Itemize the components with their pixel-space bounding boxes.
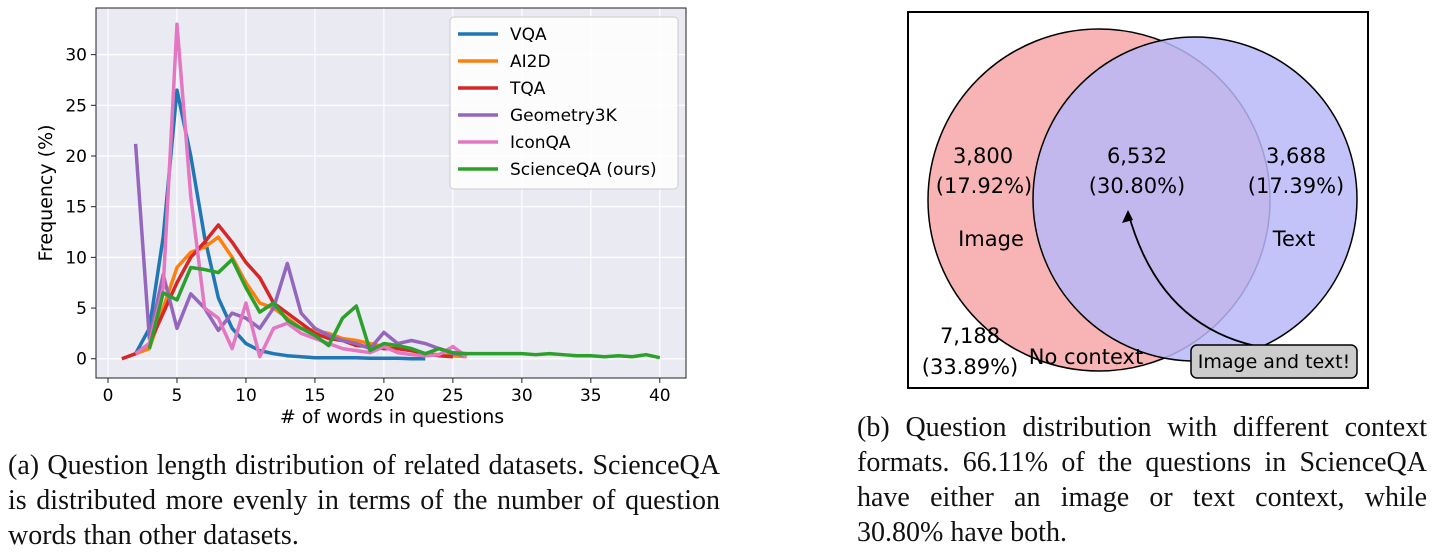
y-tick-label: 5 — [76, 299, 87, 319]
x-tick-label: 5 — [172, 386, 183, 406]
line-chart: # of words in questions Frequency (%) VQ… — [35, 7, 687, 428]
y-tick-label: 25 — [65, 96, 87, 116]
y-axis-label: Frequency (%) — [35, 124, 57, 261]
text-label: Text — [1272, 227, 1315, 251]
text-count: 3,688 — [1266, 144, 1326, 168]
caption-a: (a) Question length distribution of rela… — [8, 450, 720, 551]
legend-label: AI2D — [510, 52, 551, 72]
image-count: 3,800 — [953, 144, 1013, 168]
legend-box — [449, 16, 679, 190]
callout-arrow — [1127, 211, 1267, 349]
x-tick-label: 40 — [649, 386, 671, 406]
outside-label: No context — [1029, 345, 1143, 369]
text-circle — [1032, 36, 1358, 362]
legend-label: IconQA — [510, 133, 571, 153]
x-axis-label: # of words in questions — [280, 406, 504, 428]
y-tick-label: 0 — [76, 350, 87, 370]
x-tick-label: 15 — [304, 386, 326, 406]
lines — [121, 22, 661, 361]
y-tick-label: 15 — [65, 198, 87, 218]
both-count: 6,532 — [1107, 144, 1167, 168]
arrow-head — [1122, 210, 1133, 223]
x-tick-label: 30 — [511, 386, 533, 406]
text-percent: (17.39%) — [1248, 174, 1344, 198]
callout-box — [1190, 344, 1358, 379]
series-line — [147, 257, 661, 360]
legend-label: TQA — [509, 79, 546, 99]
image-label: Image — [958, 227, 1024, 251]
both-percent: (30.80%) — [1089, 174, 1185, 198]
legend-label: Geometry3K — [510, 106, 618, 126]
venn-diagram: 3,800 (17.92%) Image 6,532 (30.80%) 3,68… — [907, 11, 1369, 389]
y-tick-label: 10 — [65, 248, 87, 268]
image-percent: (17.92%) — [936, 174, 1032, 198]
y-tick-label: 20 — [65, 147, 87, 167]
x-tick-label: 0 — [103, 386, 114, 406]
series-line — [134, 22, 468, 359]
series-line — [133, 143, 467, 358]
y-tick-label: 30 — [65, 46, 87, 66]
callout-text: Image and text! — [1198, 351, 1350, 373]
outside-percent: (33.89%) — [922, 355, 1018, 379]
x-tick-label: 10 — [235, 386, 257, 406]
x-tick-label: 25 — [442, 386, 464, 406]
x-tick-label: 35 — [580, 386, 602, 406]
legend-label: ScienceQA (ours) — [510, 160, 657, 180]
legend-label: VQA — [510, 25, 547, 45]
caption-b: (b) Question distribution with different… — [857, 412, 1427, 548]
series-line — [121, 223, 453, 361]
plot-frame — [95, 7, 687, 379]
x-tick-label: 20 — [373, 386, 395, 406]
outside-count: 7,188 — [940, 324, 1000, 348]
legend: VQA AI2D TQA Geometry3K IconQA ScienceQA (our… — [449, 16, 679, 190]
